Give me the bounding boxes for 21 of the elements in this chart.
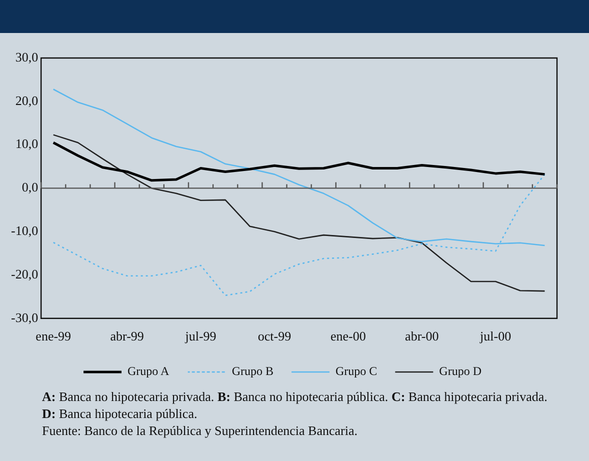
y-tick-label: 20,0 xyxy=(15,92,38,108)
y-tick-label: -20,0 xyxy=(10,266,38,282)
legend-label: Grupo C xyxy=(336,364,378,378)
x-tick-label: jul-99 xyxy=(184,328,216,344)
y-tick-label: -30,0 xyxy=(10,310,38,325)
y-tick-label: 0,0 xyxy=(22,180,38,195)
x-tick-label: jul-00 xyxy=(479,328,512,344)
x-tick-label: abr-00 xyxy=(405,328,439,344)
y-tick-label: -10,0 xyxy=(10,223,38,238)
text: D: Banca hipotecaria pública. xyxy=(42,406,198,421)
y-tick-label: 10,0 xyxy=(15,136,38,152)
y-tick-label: 30,0 xyxy=(15,49,38,64)
legend-label: Grupo A xyxy=(128,364,170,378)
legend-label: Grupo D xyxy=(439,364,482,378)
x-tick-label: ene-00 xyxy=(330,328,366,344)
x-tick-label: abr-99 xyxy=(110,328,144,344)
legend-label: Grupo B xyxy=(232,364,274,378)
text: A: Banca no hipotecaria privada. B: Banca no hipotecaria pública. C: Banca hipotecaria privada. xyxy=(42,389,548,404)
source-note: Fuente: Banco de la República y Superintendencia Bancaria. xyxy=(42,423,358,438)
x-tick-label: oct-99 xyxy=(258,328,292,344)
x-tick-label: ene-99 xyxy=(36,328,72,344)
